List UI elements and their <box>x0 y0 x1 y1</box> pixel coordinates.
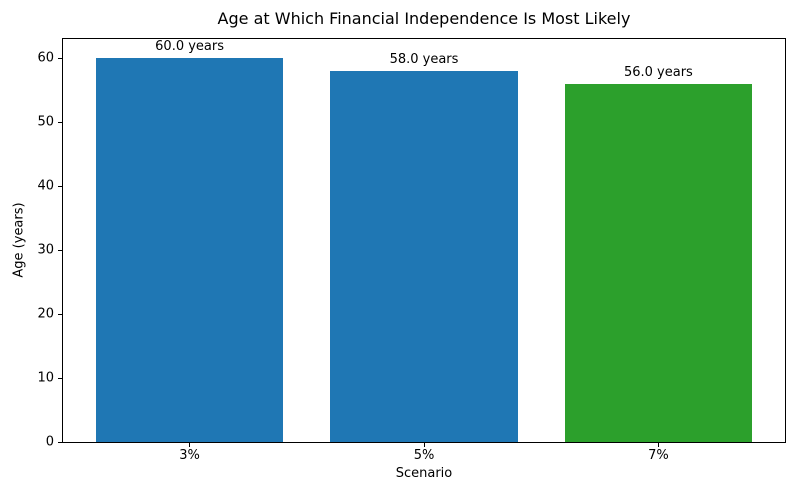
y-axis-tick-label: 30 <box>37 242 54 258</box>
y-axis-tick-label: 60 <box>37 50 54 66</box>
x-axis-tick-label: 5% <box>413 448 435 463</box>
bar <box>564 83 753 442</box>
x-axis-tick-label: 3% <box>179 448 200 463</box>
x-axis-tick <box>423 443 425 447</box>
bar-value-label: 60.0 years <box>155 39 225 55</box>
bar-value-label: 58.0 years <box>389 51 459 67</box>
y-axis-tick <box>58 377 62 379</box>
chart-title: Age at Which Financial Independence Is M… <box>217 9 631 28</box>
y-axis-tick-label: 50 <box>37 114 54 130</box>
x-axis-tick <box>189 443 191 447</box>
y-axis-tick <box>58 313 62 315</box>
x-axis-tick-label: 7% <box>648 448 669 463</box>
y-axis-tick <box>58 121 62 123</box>
bar-value-label: 56.0 years <box>623 64 693 80</box>
y-axis-tick-label: 40 <box>37 178 54 194</box>
x-axis-label: Scenario <box>395 466 453 481</box>
y-axis-tick <box>58 185 62 187</box>
x-axis-tick <box>657 443 659 447</box>
bar <box>330 70 518 442</box>
y-axis-label: Age (years) <box>11 202 27 278</box>
y-axis-tick-label: 0 <box>45 434 54 450</box>
plot-area: 0 10 20 30 40 50 60 60.0 years 3% 58.0 years 5% 56.… <box>37 38 786 463</box>
y-axis-tick-label: 10 <box>37 370 54 386</box>
y-axis-tick-label: 20 <box>37 306 54 322</box>
y-axis-tick <box>58 441 62 443</box>
y-axis-tick <box>58 57 62 59</box>
bar <box>95 58 284 442</box>
y-axis-tick <box>58 249 62 251</box>
